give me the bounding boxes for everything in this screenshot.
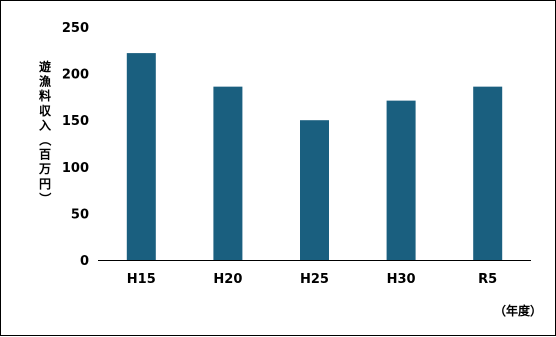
y-tick-label: 150	[62, 114, 89, 129]
y-tick-label: 200	[62, 68, 89, 83]
y-axis-label-char: ）	[38, 192, 53, 204]
x-tick-label: R5	[478, 272, 497, 287]
x-tick-label: H25	[300, 272, 329, 287]
bars	[126, 53, 503, 261]
y-axis-ticks: 0 50 100 150 200 250	[62, 21, 89, 269]
y-axis-label-char: 料	[39, 88, 51, 103]
y-axis-label-char: 百	[39, 148, 51, 162]
y-tick-label: 0	[80, 254, 89, 269]
x-axis-unit-label: （年度）	[494, 303, 542, 318]
bar-h25	[300, 120, 329, 260]
y-axis-label-char: 円	[39, 177, 51, 191]
y-axis-label-char: （	[38, 134, 53, 146]
y-axis-label-char: 遊	[39, 59, 51, 74]
bar-r5	[473, 86, 503, 260]
y-tick-label: 50	[71, 207, 89, 222]
y-axis-label-char: 収	[39, 104, 52, 118]
bar-h20	[213, 86, 243, 260]
y-axis-label-char: 万	[38, 162, 51, 176]
x-axis-ticks: H15 H20 H25 H30 R5	[127, 272, 497, 287]
x-tick-label: H15	[127, 272, 156, 287]
x-tick-label: H20	[213, 272, 242, 287]
y-axis-label-char: 入	[39, 118, 51, 132]
y-tick-label: 100	[62, 161, 89, 176]
bar-h15	[126, 53, 156, 260]
bar-h30	[386, 100, 416, 261]
y-tick-label: 250	[62, 21, 89, 36]
y-axis-label-char: 漁	[39, 74, 51, 89]
x-tick-label: H30	[387, 272, 416, 287]
